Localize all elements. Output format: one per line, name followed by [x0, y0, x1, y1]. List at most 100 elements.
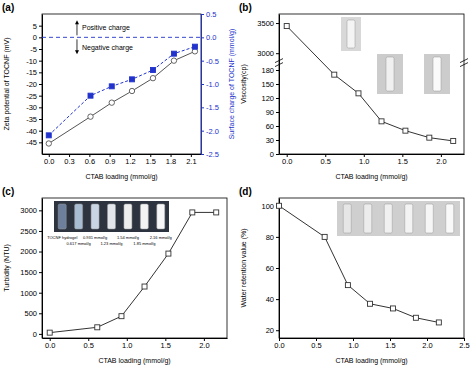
tick-mark [39, 334, 42, 335]
tick: -1.0 [201, 80, 219, 89]
marker [88, 93, 93, 98]
inset-label: 1.23 mmol/g [100, 241, 122, 246]
series-line [49, 47, 195, 136]
tick-label: 100 [261, 202, 274, 211]
tick-mark [276, 98, 279, 99]
tick-label: -40 [26, 127, 37, 136]
axis-line [43, 338, 228, 339]
inset-background [424, 54, 450, 94]
tick-label: 30 [266, 136, 274, 145]
tick-label: 0.0 [282, 157, 292, 166]
tick-label: 0.9 [105, 157, 115, 166]
tick-label: -20 [26, 80, 37, 89]
annotation-arrow [76, 23, 77, 35]
tick: 1.0 [359, 154, 369, 166]
panel-title: (d) [239, 186, 252, 197]
tick-label: 2.1 [186, 157, 196, 166]
tick-label: 150 [261, 80, 274, 89]
axis-break [275, 59, 283, 63]
marker [46, 141, 51, 146]
vial [140, 204, 148, 229]
tick-mark [201, 37, 204, 38]
panel: (b)0.00.51.01.52.00306090120150180300035… [239, 2, 468, 181]
tick: -1.5 [201, 103, 219, 112]
marker [451, 138, 456, 143]
axis-line [42, 199, 43, 339]
tick-label: 3500 [257, 19, 274, 28]
inset-label: 2.16 mmol/g [150, 235, 172, 240]
tick: -25 [26, 92, 42, 101]
annotation-arrowhead [75, 50, 79, 54]
tick-mark [276, 84, 279, 85]
tick-label: 90 [266, 108, 274, 117]
y2-axis: 0.50.0-0.5-1.0-1.5-2.0-2.5 [201, 10, 219, 159]
tick: 80 [266, 233, 279, 242]
marker [413, 315, 418, 320]
tick: 1.5 [385, 338, 395, 350]
plot: 0.00.51.01.52.02.520406080100CTAB loadin… [240, 198, 470, 365]
tick: 60 [266, 264, 279, 273]
tick-label: 40 [266, 295, 274, 304]
tick: 0.0 [44, 154, 54, 166]
vial [364, 204, 372, 233]
marker [166, 251, 171, 256]
tick-mark [276, 70, 279, 71]
marker [119, 314, 124, 319]
tick: 0.0 [282, 154, 292, 166]
plot-frame [42, 198, 227, 338]
tick-mark [39, 37, 42, 38]
tick-mark [39, 119, 42, 120]
tick: 0 [33, 33, 42, 42]
x-axis: 0.00.30.60.91.21.51.82.1 [43, 154, 202, 166]
tick: -10 [26, 57, 42, 66]
tick-label: -5 [30, 45, 37, 54]
vial [108, 204, 116, 229]
inset-label: 1.85 mmol/g [133, 241, 155, 246]
marker [390, 306, 395, 311]
marker [150, 68, 155, 73]
x-axis-title: CTAB loading (mmol/g) [335, 357, 407, 365]
tick-label: 1.2 [125, 157, 135, 166]
tick-label: -25 [26, 92, 37, 101]
tick: 180 [261, 66, 279, 75]
tick-label: 0.6 [85, 157, 95, 166]
tick: 20 [266, 326, 279, 335]
axis-line [43, 154, 202, 155]
plot-frame [279, 198, 464, 338]
tick-label: 3000 [20, 206, 37, 215]
panel-title: (b) [239, 2, 252, 13]
tick-label: 1.8 [166, 157, 176, 166]
y-axis: 050010001500200025003000 [20, 199, 42, 339]
y-axis-title: Viscosity(cp) [240, 64, 248, 104]
tick-mark [39, 72, 42, 73]
marker [356, 91, 361, 96]
marker [190, 210, 195, 215]
tick: 0.6 [85, 154, 95, 166]
tick-label: 120 [261, 94, 274, 103]
tick-mark [276, 23, 279, 24]
tick-mark [201, 131, 204, 132]
tick: 2.1 [186, 154, 196, 166]
inset-label: TOCNF hydrogel [47, 235, 77, 240]
vial [91, 204, 99, 229]
marker [214, 210, 219, 215]
tick-label: -2.5 [206, 150, 219, 159]
series-line [279, 206, 439, 323]
tick-label: 0.5 [311, 341, 321, 350]
marker [171, 51, 176, 56]
tick-mark [39, 107, 42, 108]
y-axis-title: Turbidity (NTU) [3, 244, 11, 292]
tick-mark [276, 268, 279, 269]
tick-mark [39, 49, 42, 50]
y-axis: -45-40-35-30-25-20-15-10-505 [26, 15, 42, 155]
tick-label: 0.5 [84, 341, 94, 350]
tick: 120 [261, 94, 279, 103]
vial [446, 204, 454, 233]
tick-mark [201, 154, 204, 155]
x-axis-title: CTAB loading (mmol/g) [85, 173, 157, 181]
tick: -0.5 [201, 57, 219, 66]
tick-label: 0.5 [321, 157, 331, 166]
marker [192, 44, 197, 49]
tick-mark [201, 61, 204, 62]
tick-label: -2.0 [206, 127, 219, 136]
